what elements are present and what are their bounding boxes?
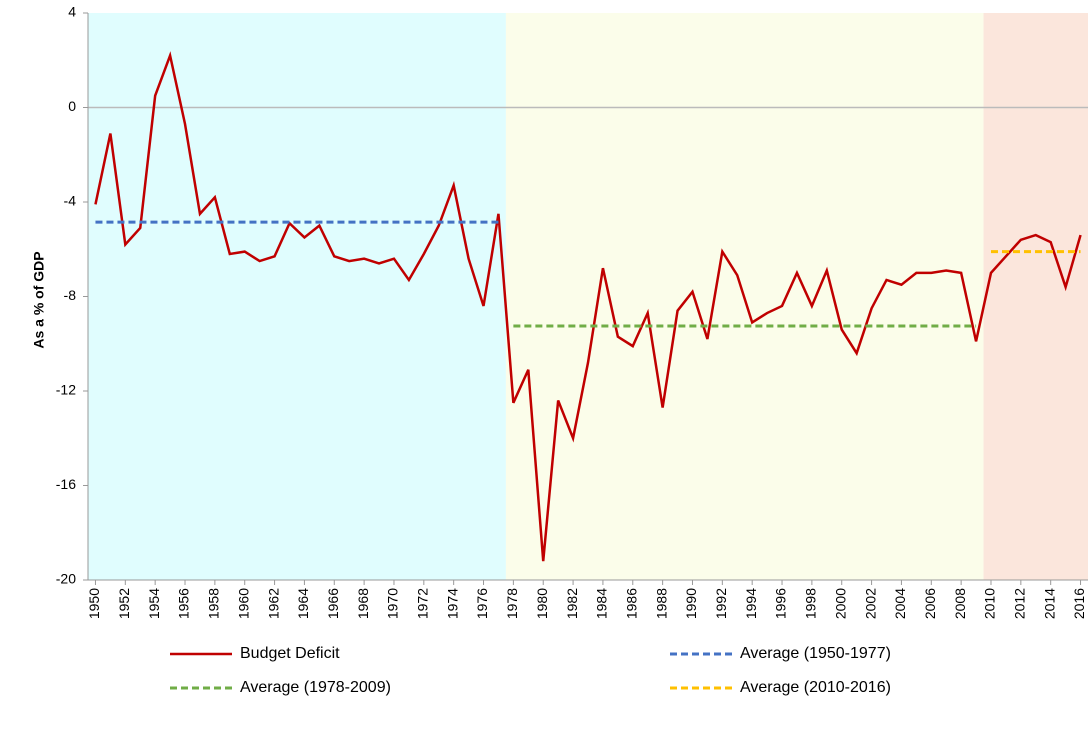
x-tick-label: 1982 [564,588,580,619]
y-tick-label: -20 [56,571,76,587]
x-tick-label: 1972 [415,588,431,619]
y-tick-label: -12 [56,382,76,398]
x-tick-label: 1988 [653,588,669,619]
x-tick-label: 2000 [832,588,848,619]
legend-label: Average (1950-1977) [740,645,891,662]
x-tick-label: 1994 [743,588,759,619]
x-tick-label: 1954 [146,588,162,619]
y-tick-label: -8 [64,287,77,303]
x-tick-label: 1966 [325,588,341,619]
legend-label: Budget Deficit [240,645,340,662]
y-tick-label: 0 [68,98,76,114]
x-tick-label: 1968 [355,588,371,619]
y-tick-label: -16 [56,476,76,492]
x-tick-label: 2006 [922,588,938,619]
x-tick-label: 1976 [474,588,490,619]
x-tick-label: 2004 [892,588,908,619]
legend-label: Average (2010-2016) [740,679,891,696]
x-tick-label: 1950 [86,588,102,619]
x-tick-label: 1992 [713,588,729,619]
x-tick-label: 1970 [385,588,401,619]
x-tick-label: 1958 [206,588,222,619]
x-tick-label: 2002 [862,588,878,619]
data-line [94,51,1082,562]
x-tick-label: 1962 [265,588,281,619]
x-tick-label: 2014 [1041,588,1057,619]
x-tick-label: 1986 [623,588,639,619]
x-tick-label: 2010 [982,588,998,619]
x-tick-label: 1974 [444,588,460,619]
y-axis-label: As a % of GDP [31,251,47,348]
background-band [88,13,506,580]
x-tick-label: 1980 [534,588,550,619]
x-tick-label: 1964 [295,588,311,619]
x-tick-label: 1956 [176,588,192,619]
x-tick-label: 1996 [773,588,789,619]
x-tick-label: 1990 [683,588,699,619]
x-tick-label: 1978 [504,588,520,619]
x-tick-label: 1984 [594,588,610,619]
legend-label: Average (1978-2009) [240,679,391,696]
x-tick-label: 2012 [1012,588,1028,619]
x-tick-label: 1952 [116,588,132,619]
x-tick-label: 1998 [803,588,819,619]
x-tick-label: 2008 [952,588,968,619]
y-tick-label: -4 [64,193,77,209]
y-tick-label: 4 [68,4,76,20]
x-tick-label: 1960 [235,588,251,619]
background-band [983,13,1088,580]
x-tick-label: 2016 [1071,588,1087,619]
